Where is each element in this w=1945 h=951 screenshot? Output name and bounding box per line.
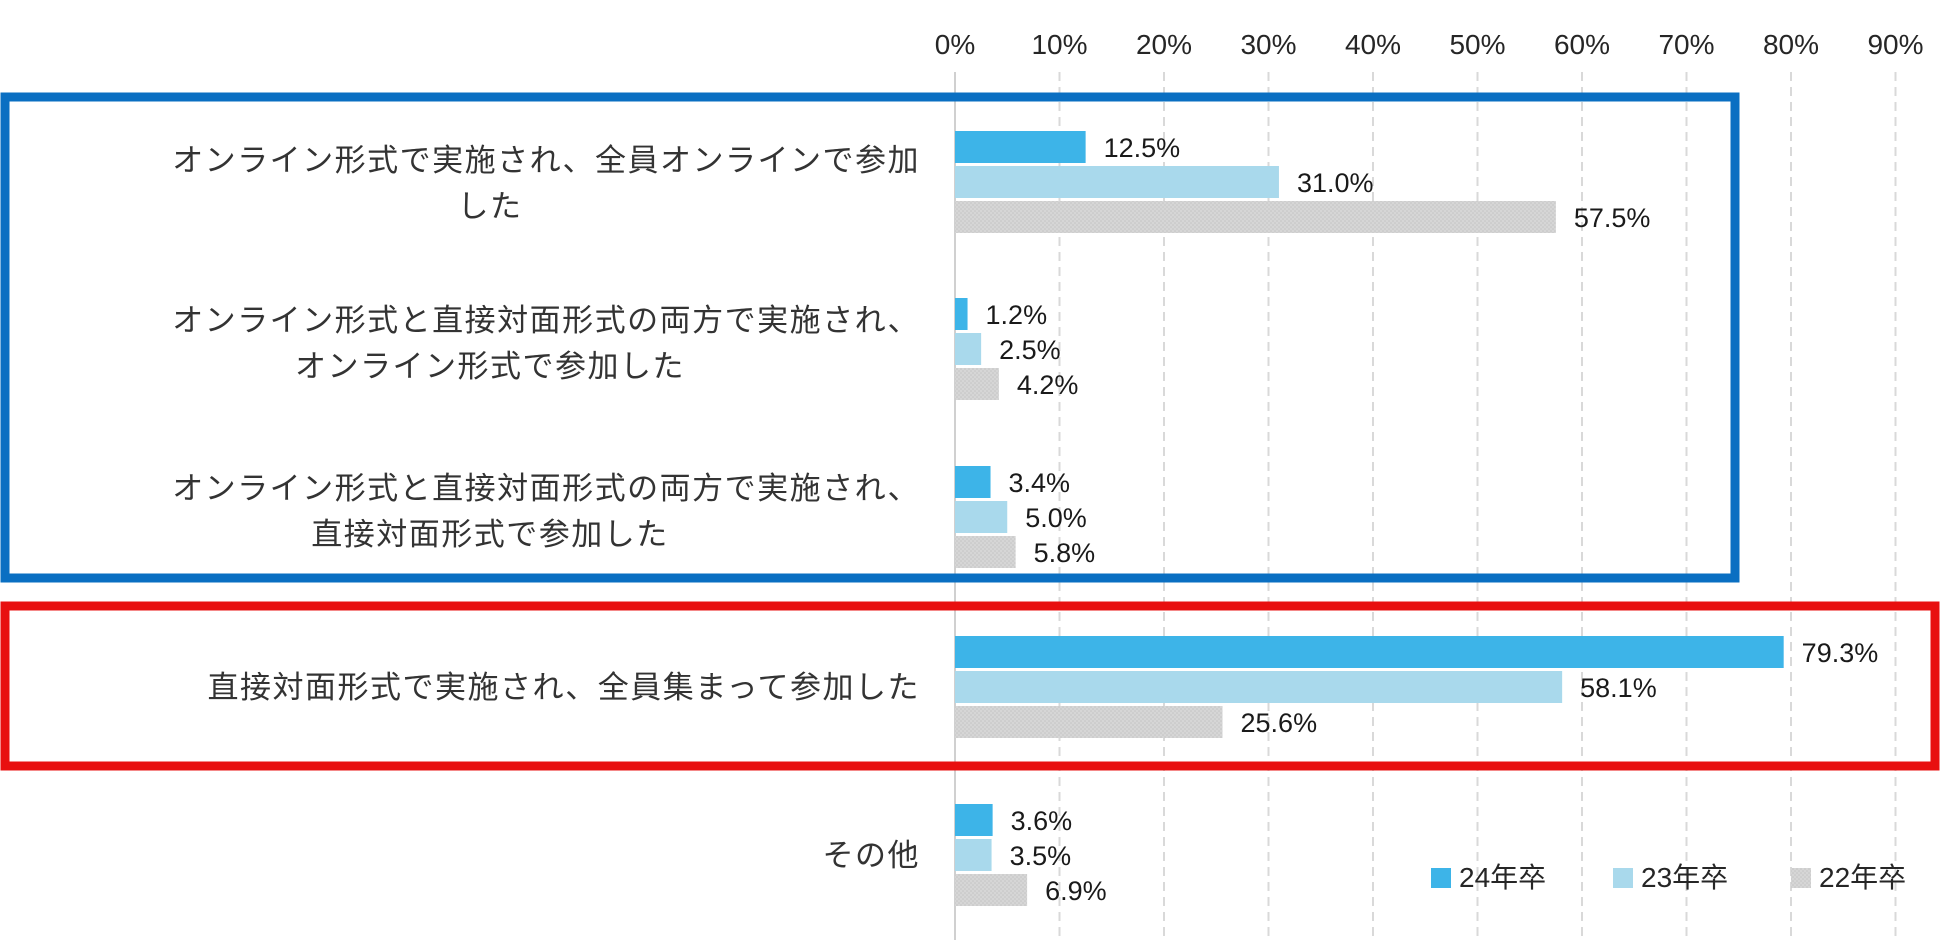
x-tick-label: 10% <box>1031 29 1087 60</box>
category-label-2: オンライン形式で参加した <box>295 349 685 384</box>
x-tick-label: 40% <box>1345 29 1401 60</box>
data-label-24-cat1: 12.5% <box>1104 133 1181 163</box>
x-axis-ticks: 0% 10% 20% 30% 40% 50% 60% 70% 80% 90% <box>935 29 1924 60</box>
legend: 24年卒 23年卒 22年卒 <box>1431 862 1906 893</box>
bar-23-cat4 <box>955 671 1563 703</box>
bar-23-cat3 <box>955 501 1008 533</box>
bar-22-cat2 <box>955 368 999 400</box>
bar-24-cat1 <box>955 131 1086 163</box>
bar-24-cat3 <box>955 466 991 498</box>
bar-23-cat5 <box>955 839 992 871</box>
category-label-3: オンライン形式と直接対面形式の両方で実施され、 <box>172 471 920 506</box>
online-group-box <box>0 92 1740 583</box>
data-label-24-cat5: 3.6% <box>1011 806 1073 836</box>
x-tick-label: 80% <box>1763 29 1819 60</box>
category-label-3: 直接対面形式で参加した <box>311 517 669 552</box>
category-label-1: オンライン形式で実施され、全員オンラインで参加 <box>172 143 920 178</box>
data-label-24-cat3: 3.4% <box>1009 468 1071 498</box>
data-label-22-cat3: 5.8% <box>1034 538 1096 568</box>
highlight-boxes <box>0 92 1940 771</box>
x-tick-label: 70% <box>1658 29 1714 60</box>
gridlines <box>954 72 1897 940</box>
data-label-23-cat1: 31.0% <box>1297 168 1374 198</box>
category-label-1: した <box>458 189 523 224</box>
data-label-24-cat2: 1.2% <box>986 300 1048 330</box>
x-tick-label: 90% <box>1867 29 1923 60</box>
category-label-5: その他 <box>823 838 921 873</box>
bar-24-cat4 <box>955 636 1784 668</box>
bar-23-cat2 <box>955 333 982 365</box>
legend-swatch-24 <box>1431 868 1451 888</box>
legend-swatch-23 <box>1613 868 1633 888</box>
data-label-23-cat3: 5.0% <box>1025 503 1087 533</box>
bar-24-cat5 <box>955 804 993 836</box>
bars <box>955 131 1784 906</box>
bar-22-cat4 <box>955 706 1223 738</box>
data-label-23-cat2: 2.5% <box>999 335 1061 365</box>
data-label-22-cat2: 4.2% <box>1017 370 1079 400</box>
data-label-24-cat4: 79.3% <box>1802 638 1879 668</box>
bar-22-cat5 <box>955 874 1028 906</box>
data-label-22-cat1: 57.5% <box>1574 203 1651 233</box>
bar-22-cat3 <box>955 536 1016 568</box>
data-label-22-cat5: 6.9% <box>1045 876 1107 906</box>
legend-label-24: 24年卒 <box>1459 862 1546 893</box>
x-tick-label: 50% <box>1449 29 1505 60</box>
in-person-box <box>0 601 1940 771</box>
bar-22-cat1 <box>955 201 1556 233</box>
data-labels: 12.5% 1.2% 3.4% 79.3% 3.6% 31.0% 2.5% 5.0% 58.1%… <box>986 133 1879 906</box>
category-labels: オンライン形式で実施され、全員オンラインで参加したオンライン形式と直接対面形式の… <box>172 143 921 873</box>
data-label-22-cat4: 25.6% <box>1241 708 1318 738</box>
bar-24-cat2 <box>955 298 968 330</box>
x-tick-label: 0% <box>935 29 975 60</box>
x-tick-label: 60% <box>1554 29 1610 60</box>
bar-23-cat1 <box>955 166 1279 198</box>
x-tick-label: 20% <box>1136 29 1192 60</box>
category-label-2: オンライン形式と直接対面形式の両方で実施され、 <box>172 303 920 338</box>
x-tick-label: 30% <box>1240 29 1296 60</box>
legend-label-22: 22年卒 <box>1819 862 1906 893</box>
legend-label-23: 23年卒 <box>1641 862 1728 893</box>
legend-swatch-22 <box>1791 868 1811 888</box>
data-label-23-cat5: 3.5% <box>1010 841 1072 871</box>
data-label-23-cat4: 58.1% <box>1580 673 1657 703</box>
category-label-4: 直接対面形式で実施され、全員集まって参加した <box>207 670 920 705</box>
